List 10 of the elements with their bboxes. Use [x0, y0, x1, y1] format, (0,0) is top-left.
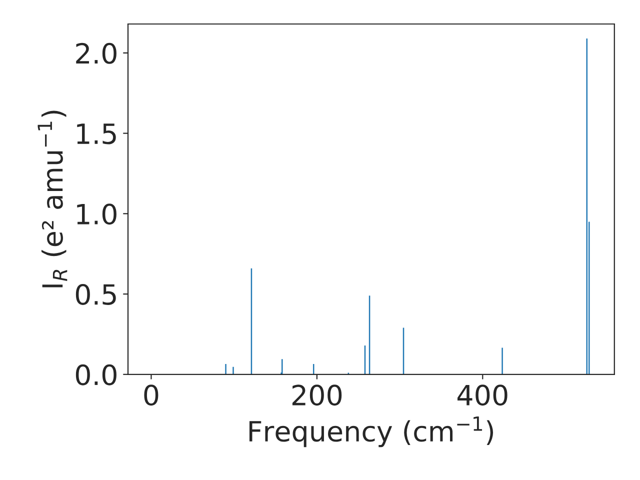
y-tick-label: 0.0 — [76, 364, 116, 386]
y-tick-label: 0.5 — [76, 284, 116, 305]
y-tick-label: 1.0 — [77, 204, 116, 225]
x-tick-label: 400 — [457, 384, 508, 406]
x-tick-label: 200 — [292, 384, 342, 406]
x-axis-title: Frequency (cm$^{−1}$) — [249, 416, 494, 448]
y-tick-label: 1.5 — [77, 124, 116, 144]
y-axis-title: I$_{R}$ (e² amu$^{−1}$) — [38, 110, 68, 288]
y-tick-label: 2.0 — [76, 42, 116, 64]
x-tick-label: 0 — [144, 384, 158, 406]
